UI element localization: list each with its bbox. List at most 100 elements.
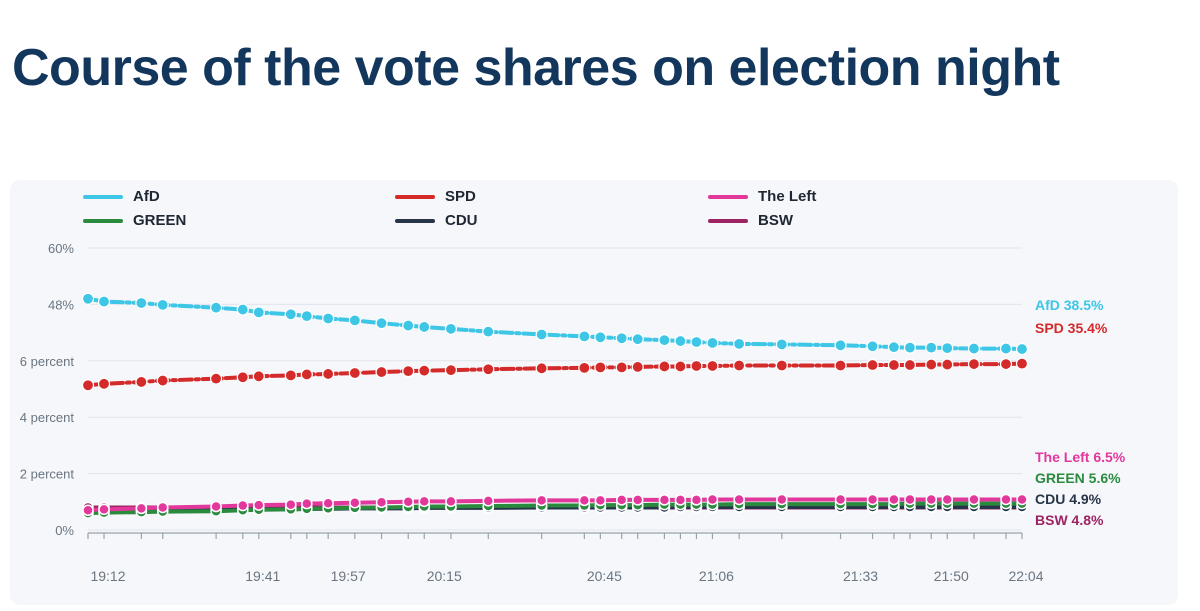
data-point <box>1015 357 1029 370</box>
data-point <box>578 494 591 507</box>
data-point <box>925 358 938 371</box>
data-point <box>535 362 548 375</box>
end-label: GREEN 5.6% <box>1035 470 1121 486</box>
data-point <box>348 366 361 380</box>
legend-swatch <box>83 194 123 199</box>
data-point <box>482 363 495 376</box>
data-point <box>210 500 222 513</box>
data-point <box>322 312 335 325</box>
data-point <box>658 494 671 506</box>
data-point <box>445 495 457 508</box>
legend-swatch <box>395 194 435 199</box>
end-label: SPD 35.4% <box>1035 320 1108 336</box>
data-point <box>252 306 265 319</box>
data-point <box>300 368 313 381</box>
data-point <box>135 296 148 310</box>
legend-item-bsw[interactable]: BSW <box>708 212 793 229</box>
data-point <box>690 359 703 373</box>
data-point <box>967 342 981 355</box>
data-point <box>834 339 847 352</box>
data-point <box>322 497 334 509</box>
x-tick-label: 21:33 <box>843 568 878 584</box>
data-point <box>658 334 671 347</box>
data-point <box>615 332 628 345</box>
data-point <box>135 375 148 389</box>
legend-label: AfD <box>133 188 160 205</box>
legend-item-cdu[interactable]: CDU <box>395 212 478 229</box>
data-point <box>941 342 954 355</box>
y-tick-label: 0% <box>55 523 74 538</box>
legend-item-afd[interactable]: AfD <box>83 188 160 205</box>
data-point <box>444 364 458 377</box>
data-point <box>903 358 917 372</box>
series-line-spd <box>86 361 1024 388</box>
data-point <box>156 298 169 311</box>
data-point <box>402 365 415 378</box>
y-tick-label: 6 percent <box>20 354 75 369</box>
data-point <box>615 494 628 506</box>
data-point <box>706 359 719 373</box>
data-point <box>1016 493 1028 506</box>
data-point <box>482 495 495 507</box>
data-point <box>733 359 746 372</box>
data-point <box>402 319 415 332</box>
data-point <box>925 493 938 506</box>
end-label: BSW 4.8% <box>1035 512 1104 528</box>
data-point <box>418 364 431 377</box>
data-point <box>578 361 591 374</box>
data-point <box>156 374 169 387</box>
legend-swatch <box>395 218 435 223</box>
data-point <box>674 334 687 348</box>
data-point <box>97 295 111 308</box>
y-tick-label: 48% <box>48 297 74 312</box>
data-point <box>690 335 703 349</box>
legend-item-spd[interactable]: SPD <box>395 188 476 205</box>
data-point <box>300 310 313 323</box>
data-point <box>674 360 687 373</box>
legend-item-the-left[interactable]: The Left <box>708 188 816 205</box>
data-point <box>615 361 628 374</box>
data-point <box>658 360 671 373</box>
x-tick-label: 20:45 <box>587 568 622 584</box>
data-point <box>776 493 788 506</box>
data-point <box>690 494 703 506</box>
data-point <box>482 325 495 338</box>
data-point <box>941 358 954 371</box>
data-point <box>594 331 607 344</box>
legend-item-green[interactable]: GREEN <box>83 212 186 229</box>
data-point <box>888 493 900 506</box>
x-tick-label: 19:12 <box>90 568 125 584</box>
data-point <box>733 493 745 506</box>
data-point <box>594 494 607 507</box>
end-label: AfD 38.5% <box>1035 297 1104 313</box>
data-point <box>775 338 788 351</box>
data-point <box>1015 342 1029 356</box>
data-point <box>631 494 644 506</box>
data-point <box>444 322 458 335</box>
data-point <box>866 340 879 353</box>
data-point <box>236 303 249 316</box>
data-point <box>418 495 430 508</box>
data-point <box>375 496 388 509</box>
legend-swatch <box>708 194 748 199</box>
data-point <box>925 341 938 354</box>
data-point <box>866 358 879 372</box>
data-point <box>135 502 148 515</box>
x-tick-label: 19:57 <box>331 568 366 584</box>
x-tick-label: 19:41 <box>245 568 280 584</box>
x-tick-label: 21:06 <box>699 568 734 584</box>
data-point <box>375 317 388 330</box>
data-point <box>236 371 249 384</box>
data-point <box>284 308 297 321</box>
data-point <box>418 320 431 334</box>
data-point <box>253 499 265 511</box>
legend: AfD SPD The Left GREEN CDU BSW <box>0 0 1200 229</box>
chart-title: Course of the vote shares on election ni… <box>12 39 1060 97</box>
end-label: The Left 6.5% <box>1035 449 1126 465</box>
data-point <box>903 341 917 354</box>
data-point <box>887 358 901 372</box>
data-point <box>887 341 901 354</box>
data-point <box>81 292 95 305</box>
x-tick-label: 21:50 <box>934 568 969 584</box>
